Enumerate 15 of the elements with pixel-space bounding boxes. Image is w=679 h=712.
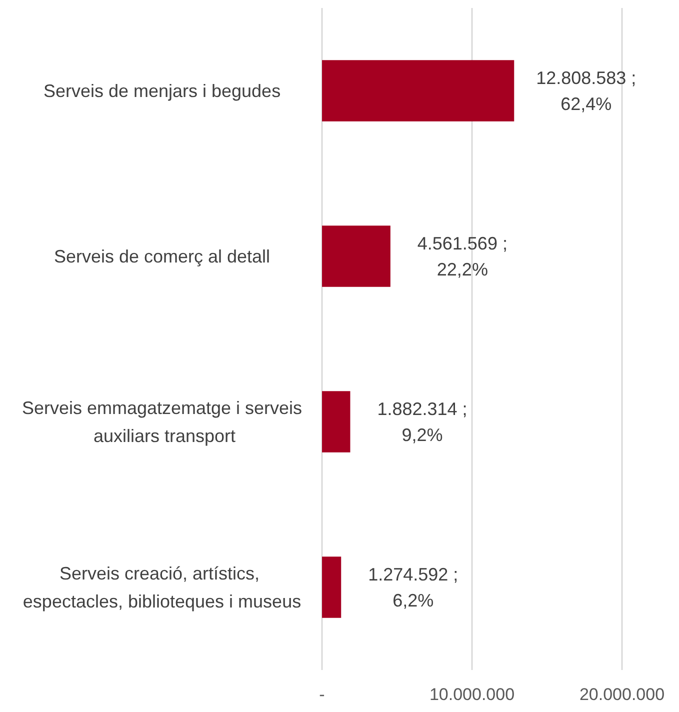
data-label: 1.274.592 ; 6,2% <box>368 564 458 610</box>
bar <box>322 556 342 618</box>
y-tick-label: Serveis de comerç al detall <box>54 246 270 266</box>
bar <box>322 226 390 287</box>
bar <box>322 60 514 122</box>
x-tick-label: - <box>319 685 325 704</box>
y-tick-label: Serveis creació, artístics, espectacles, biblioteques i museus <box>22 563 302 612</box>
data-label: 4.561.569 ; 22,2% <box>417 233 508 280</box>
y-tick-label: Serveis emmagatzematge i serveis auxiliars transport <box>22 398 302 446</box>
data-label: 1.882.314 ; 9,2% <box>377 398 468 445</box>
bar <box>322 391 350 452</box>
y-tick-label: Serveis de menjars i begudes <box>43 80 281 101</box>
x-tick-label: 20.000.000 <box>579 685 665 704</box>
x-tick-label: 10.000.000 <box>429 685 515 704</box>
data-label: 12.808.583 ; 62,4% <box>536 68 636 114</box>
